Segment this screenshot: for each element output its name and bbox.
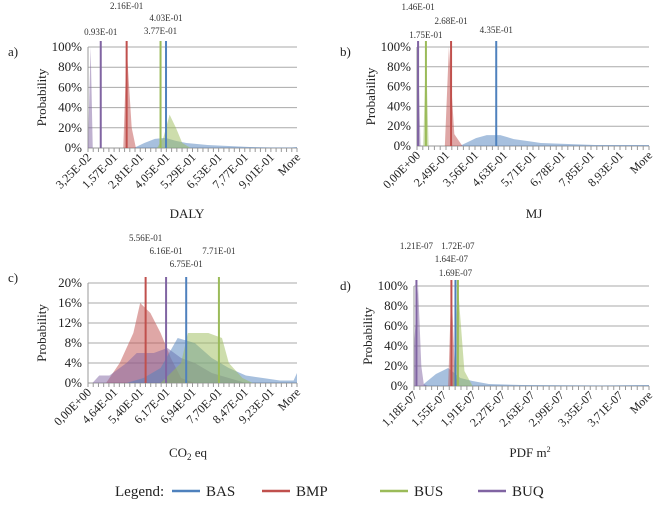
- mean-label-bus: 7.71E-01: [202, 246, 235, 256]
- x-axis-label-subscript: 2: [187, 452, 192, 462]
- mean-label-buq: 0.93E-01: [84, 27, 117, 37]
- legend-label-buq: BUQ: [512, 484, 544, 500]
- mean-label-buq: 1.21E-07: [400, 241, 434, 251]
- x-axis-label-main: MJ: [526, 206, 543, 221]
- x-axis-label-superscript: 2: [547, 445, 551, 454]
- mean-label-bus: 1.72E-07: [441, 241, 475, 251]
- y-tick-label: 100%: [378, 278, 409, 293]
- mean-label-buq: 6.16E-01: [149, 246, 182, 256]
- y-tick-label: 12%: [58, 315, 82, 330]
- panel-label: c): [8, 270, 18, 285]
- chart-panel-d: d)0%20%40%60%80%100%1,18E-071,55E-071,91…: [340, 241, 655, 460]
- x-axis-label: CO2 eq: [169, 445, 208, 462]
- area-buq: [88, 47, 93, 148]
- y-tick-label: 100%: [52, 39, 83, 54]
- area-bus: [160, 333, 253, 383]
- y-tick-label: 40%: [384, 338, 408, 353]
- chart-panel-c: c)0%4%8%12%16%20%0,00E+004,64E-015,40E-0…: [8, 233, 303, 462]
- mean-label-bas: 6.75E-01: [170, 259, 203, 269]
- x-axis-label-rest: eq: [192, 445, 208, 460]
- mean-label-bus: 1.75E-01: [409, 30, 442, 40]
- mean-label-bmp: 5.56E-01: [129, 233, 162, 243]
- panel-label: a): [8, 44, 18, 59]
- y-tick-label: 40%: [387, 98, 411, 113]
- x-axis-label-main: CO: [169, 445, 187, 460]
- area-buq: [414, 286, 428, 386]
- x-axis-label: PDF m2: [509, 445, 550, 460]
- area-bmp: [444, 47, 463, 146]
- y-tick-label: 20%: [58, 120, 82, 135]
- y-axis-label: Probability: [363, 67, 378, 125]
- area-bmp: [123, 47, 136, 148]
- y-tick-label: 80%: [384, 298, 408, 313]
- area-bas: [423, 368, 649, 386]
- mean-label-bmp: 1.64E-07: [435, 254, 469, 264]
- x-tick-label: More: [275, 150, 303, 178]
- y-axis-label: Probability: [360, 307, 375, 365]
- panel-label: d): [340, 278, 351, 293]
- x-tick-label: More: [627, 388, 655, 416]
- x-axis-label-main: PDF m: [509, 445, 546, 460]
- x-axis-label-main: DALY: [170, 206, 205, 221]
- mean-label-bus: 3.77E-01: [144, 26, 177, 36]
- legend-label-bmp: BMP: [296, 484, 328, 500]
- mean-label-bmp: 2.16E-01: [110, 1, 143, 11]
- y-tick-label: 0%: [391, 378, 409, 393]
- mean-label-bas: 4.03E-01: [149, 13, 182, 23]
- mean-label-bas: 1.69E-07: [439, 268, 473, 278]
- y-tick-label: 20%: [58, 275, 82, 290]
- y-tick-label: 40%: [58, 100, 82, 115]
- legend: Legend: BAS BMP BUS BUQ: [115, 484, 544, 500]
- panel-label: b): [340, 44, 351, 59]
- y-tick-label: 60%: [58, 79, 82, 94]
- chart-panel-a: a)0%20%40%60%80%100%3,25E-021,57E-012,81…: [8, 1, 303, 221]
- y-tick-label: 60%: [384, 318, 408, 333]
- legend-label-bus: BUS: [414, 484, 443, 500]
- y-tick-label: 20%: [387, 118, 411, 133]
- y-axis-label: Probability: [34, 304, 49, 362]
- y-tick-label: 4%: [65, 355, 83, 370]
- y-tick-label: 8%: [65, 335, 83, 350]
- area-bas: [459, 135, 649, 146]
- y-tick-label: 0%: [65, 140, 83, 155]
- y-tick-label: 0%: [65, 375, 83, 390]
- legend-title: Legend:: [115, 484, 164, 500]
- y-tick-label: 80%: [387, 59, 411, 74]
- mean-label-buq: 1.46E-01: [401, 2, 434, 12]
- y-tick-label: 0%: [394, 138, 412, 153]
- legend-label-bas: BAS: [206, 484, 235, 500]
- x-tick-label: More: [627, 148, 655, 176]
- mean-label-bmp: 2.68E-01: [434, 16, 467, 26]
- mean-label-bas: 4.35E-01: [480, 25, 513, 35]
- x-tick-label: More: [275, 385, 303, 413]
- x-axis-label: DALY: [170, 206, 205, 221]
- y-tick-label: 20%: [384, 358, 408, 373]
- y-tick-label: 16%: [58, 295, 82, 310]
- x-axis-label: MJ: [526, 206, 543, 221]
- y-tick-label: 60%: [387, 79, 411, 94]
- y-tick-label: 80%: [58, 59, 82, 74]
- y-axis-label: Probability: [34, 68, 49, 126]
- y-tick-label: 100%: [381, 39, 412, 54]
- chart-panel-b: b)0%20%40%60%80%100%0,00E+002,49E-013,56…: [340, 2, 655, 221]
